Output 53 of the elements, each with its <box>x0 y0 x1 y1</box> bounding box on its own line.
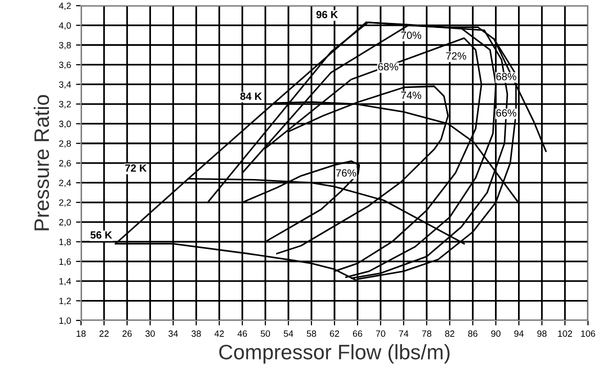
y-tick-label: 4,0 <box>58 22 71 30</box>
y-tick-label: 3,0 <box>59 120 71 128</box>
x-tick-label: 86 <box>468 330 478 337</box>
annotation: 70% <box>401 32 422 39</box>
x-tick-label: 66 <box>352 330 362 337</box>
annotation: 74% <box>401 92 422 99</box>
annotation: 68% <box>378 63 398 70</box>
y-tick-label: 2,8 <box>59 140 71 148</box>
x-tick-label: 62 <box>330 330 340 337</box>
x-tick-label: 74 <box>399 330 408 337</box>
y-tick-label: 3,2 <box>59 100 71 108</box>
y-tick-label: 1,4 <box>59 278 72 286</box>
y-tick-label: 1,8 <box>59 238 71 246</box>
x-tick-label: 78 <box>422 330 432 337</box>
y-tick-label: 2,6 <box>59 160 71 168</box>
y-axis-title: Pressure Ratio <box>34 95 50 230</box>
y-tick-label: 1,6 <box>59 258 71 266</box>
x-tick-label: 90 <box>491 330 500 337</box>
x-tick-label: 102 <box>558 330 572 337</box>
annotation: 72 K <box>125 164 147 172</box>
y-tick-label: 4,2 <box>58 2 71 10</box>
x-tick-label: 54 <box>284 330 294 337</box>
x-tick-label: 82 <box>445 330 454 337</box>
x-tick-label: 94 <box>514 330 524 337</box>
annotation: 72% <box>446 52 466 60</box>
y-tick-label: 2,4 <box>59 180 72 188</box>
y-tick-label: 3,8 <box>59 42 71 50</box>
x-tick-label: 18 <box>76 330 86 337</box>
y-tick-label: 3,6 <box>59 62 71 70</box>
x-tick-label: 46 <box>238 330 247 337</box>
annotation: 66% <box>496 109 516 117</box>
annotation: 84 K <box>240 92 262 100</box>
annotation: 76% <box>336 169 356 177</box>
x-tick-label: 26 <box>122 330 132 337</box>
x-tick-label: 98 <box>537 330 547 337</box>
y-tick-label: 3,4 <box>59 81 72 89</box>
x-tick-label: 70 <box>376 330 386 337</box>
y-tick-label: 2,2 <box>59 199 71 207</box>
y-tick-label: 2,0 <box>59 219 71 227</box>
x-tick-label: 58 <box>306 330 316 337</box>
x-tick-label: 38 <box>192 330 201 337</box>
x-tick-label: 42 <box>214 330 224 337</box>
x-tick-label: 30 <box>145 330 155 337</box>
y-tick-label: 1,2 <box>59 298 71 306</box>
y-tick-label: 1,0 <box>59 317 71 325</box>
x-axis-title: Compressor Flow (lbs/m) <box>219 344 450 364</box>
annotation: 56 K <box>90 231 112 239</box>
annotation: 96 K <box>316 10 338 18</box>
x-tick-label: 106 <box>581 330 596 337</box>
x-tick-label: 22 <box>99 330 109 337</box>
x-tick-label: 50 <box>260 330 270 337</box>
x-tick-label: 34 <box>168 330 178 337</box>
annotation: 68% <box>496 72 516 80</box>
